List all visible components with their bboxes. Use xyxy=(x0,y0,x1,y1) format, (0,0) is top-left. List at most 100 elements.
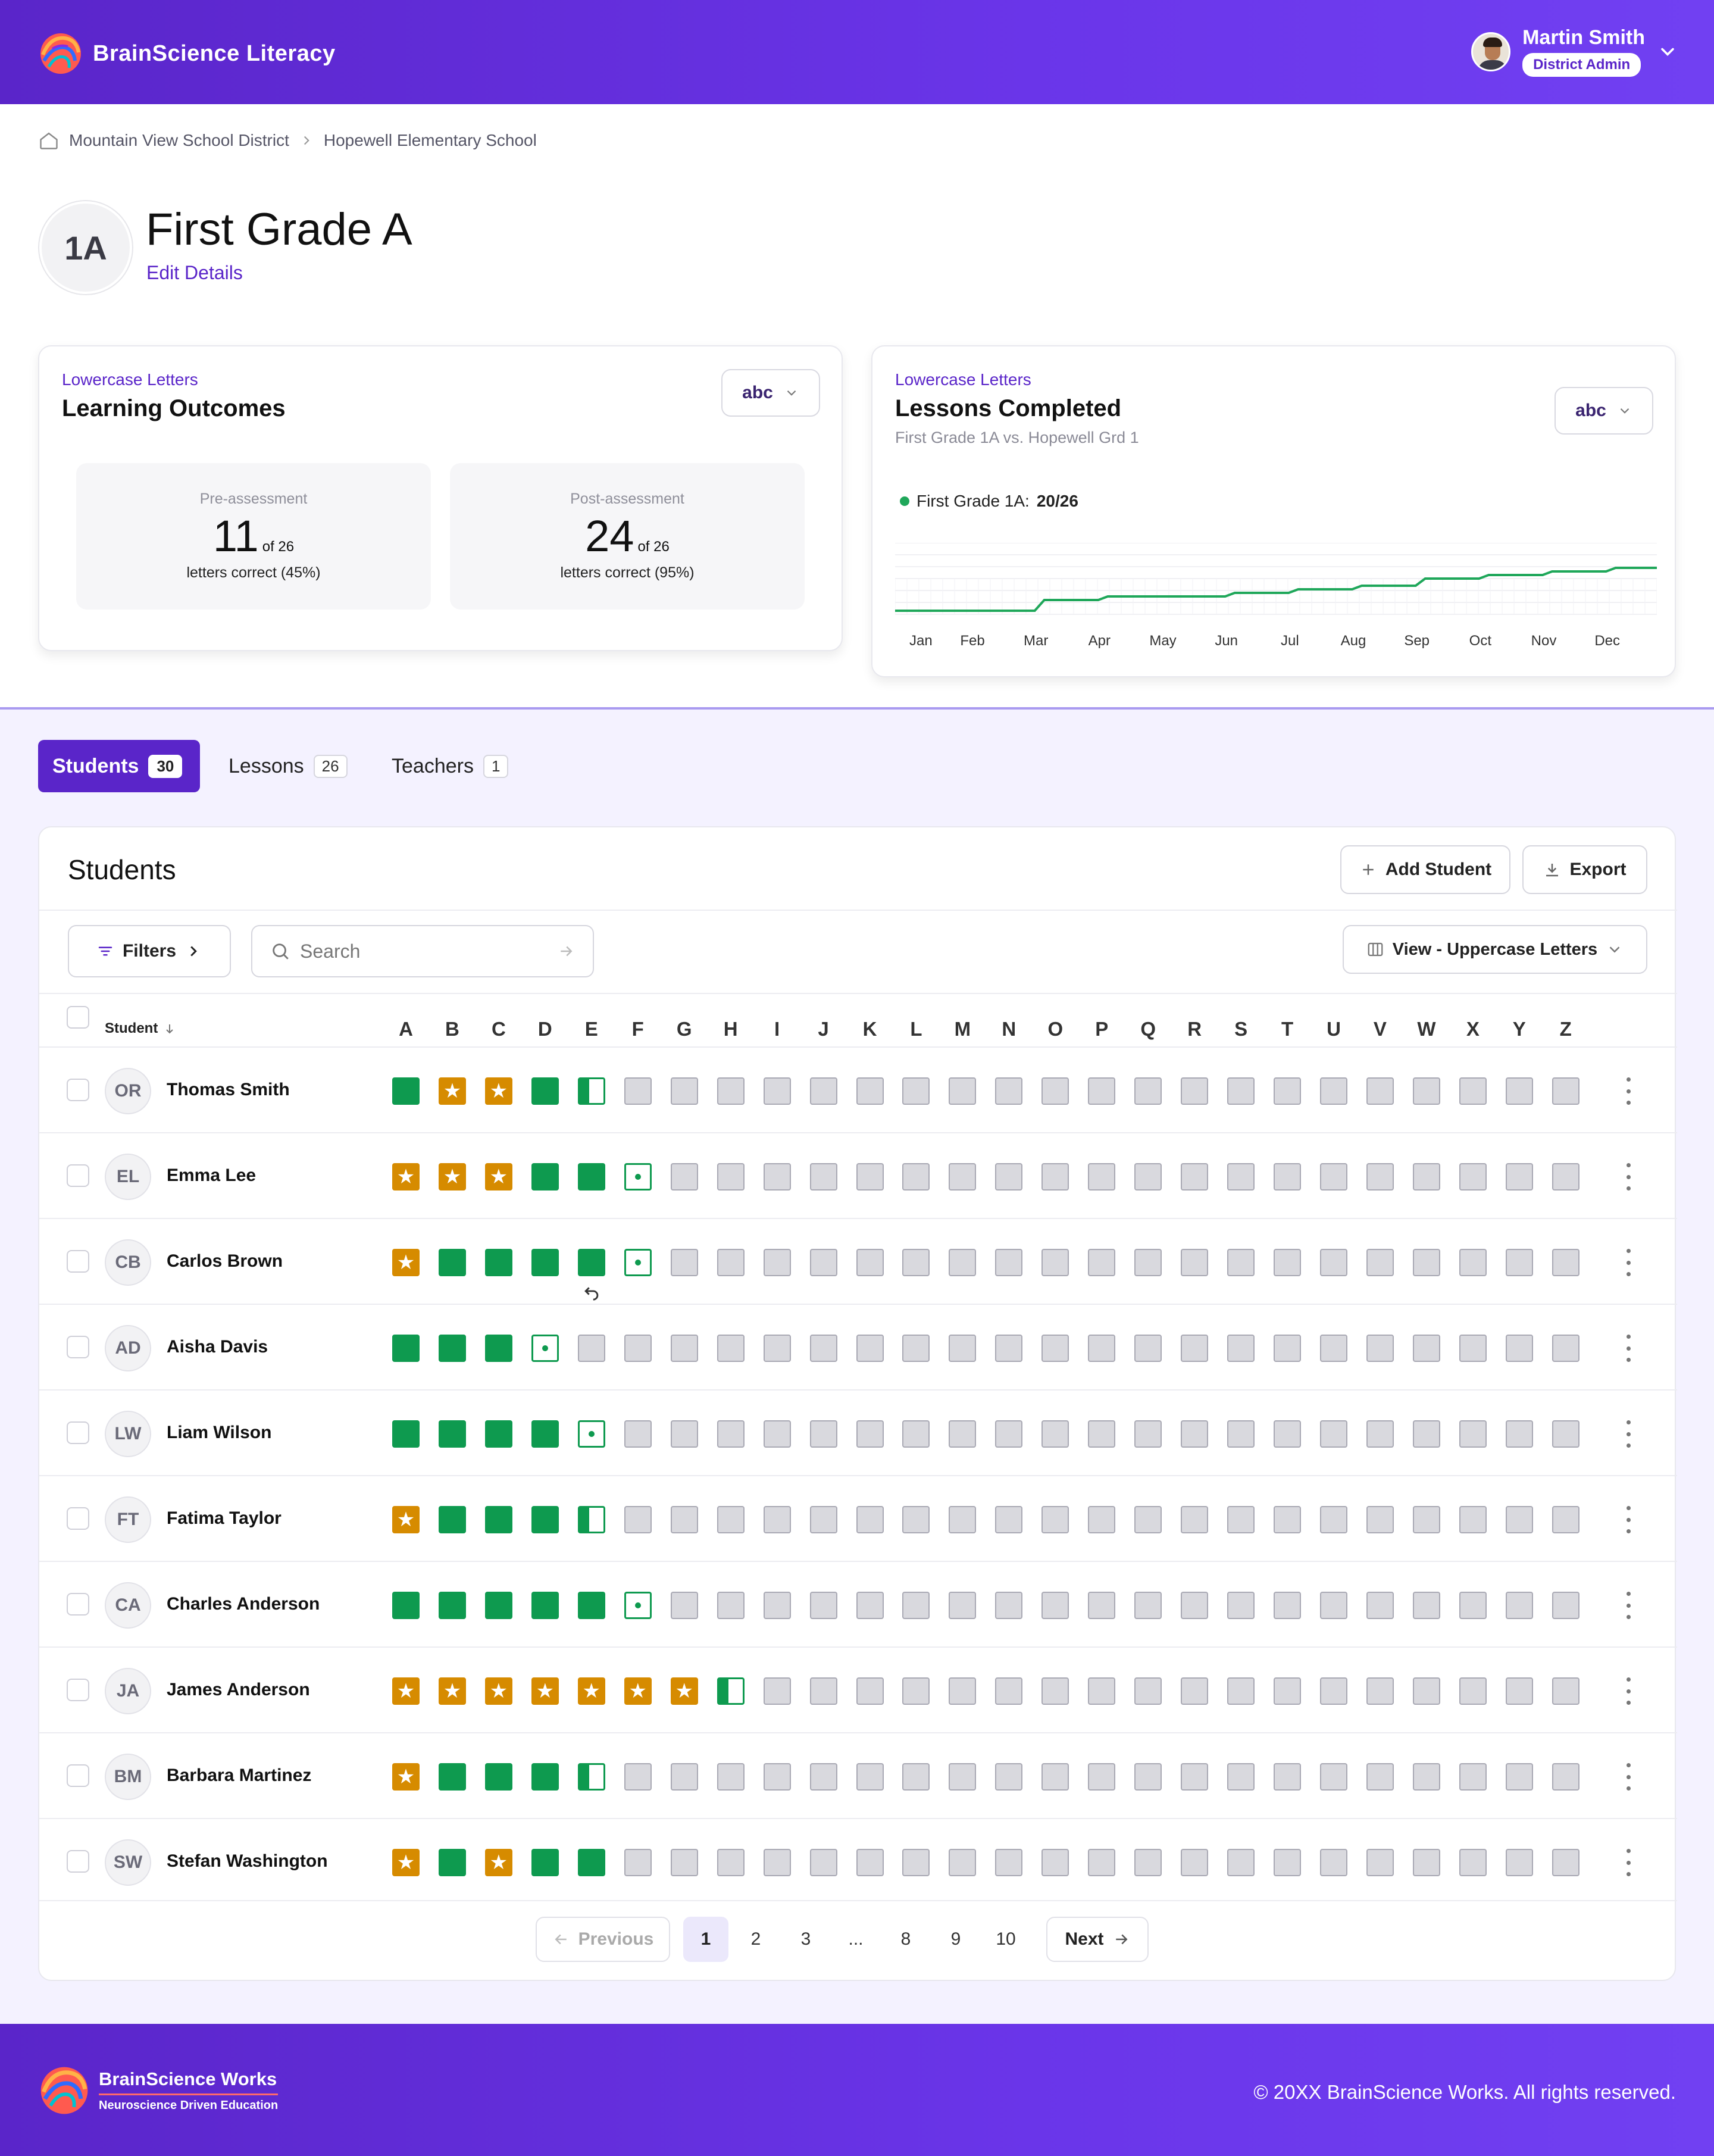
student-name[interactable]: Charles Anderson xyxy=(167,1594,320,1614)
letter-cell-empty[interactable] xyxy=(670,1335,698,1362)
letter-cell-empty[interactable] xyxy=(763,1335,791,1362)
letter-cell-empty[interactable] xyxy=(1366,1420,1394,1448)
letter-cell-empty[interactable] xyxy=(1320,1163,1347,1191)
letter-cell-empty[interactable] xyxy=(670,1077,698,1105)
letter-cell-empty[interactable] xyxy=(717,1506,745,1533)
letter-cell-empty[interactable] xyxy=(809,1077,837,1105)
letter-cell-empty[interactable] xyxy=(1227,1506,1255,1533)
letter-cell-empty[interactable] xyxy=(856,1163,884,1191)
letter-cell-empty[interactable] xyxy=(1366,1163,1394,1191)
letter-cell-done[interactable] xyxy=(438,1849,466,1876)
letter-cell-empty[interactable] xyxy=(1227,1077,1255,1105)
letter-cell-empty[interactable] xyxy=(1552,1249,1579,1276)
letter-cell-half[interactable] xyxy=(577,1077,605,1105)
letter-cell-empty[interactable] xyxy=(1366,1249,1394,1276)
row-checkbox[interactable] xyxy=(67,1850,89,1873)
letter-cell-empty[interactable] xyxy=(1227,1763,1255,1791)
letter-cell-empty[interactable] xyxy=(949,1335,977,1362)
letter-cell-empty[interactable] xyxy=(1134,1077,1162,1105)
home-icon[interactable] xyxy=(38,130,60,151)
letter-cell-empty[interactable] xyxy=(670,1763,698,1791)
letter-cell-star[interactable]: ★ xyxy=(670,1677,698,1705)
letter-cell-empty[interactable] xyxy=(949,1849,977,1876)
letter-cell-done[interactable] xyxy=(577,1592,605,1619)
row-checkbox[interactable] xyxy=(67,1764,89,1787)
letter-cell-empty[interactable] xyxy=(1552,1677,1579,1705)
letter-cell-empty[interactable] xyxy=(1320,1849,1347,1876)
letter-cell-empty[interactable] xyxy=(1181,1335,1209,1362)
letter-cell-star[interactable]: ★ xyxy=(484,1677,512,1705)
letter-cell-empty[interactable] xyxy=(1505,1763,1533,1791)
tab-teachers[interactable]: Teachers 1 xyxy=(377,740,523,792)
letter-cell-empty[interactable] xyxy=(1274,1849,1302,1876)
letter-cell-done[interactable] xyxy=(438,1249,466,1276)
letter-cell-empty[interactable] xyxy=(624,1335,652,1362)
letter-cell-empty[interactable] xyxy=(670,1420,698,1448)
letter-cell-empty[interactable] xyxy=(856,1849,884,1876)
table-row[interactable]: CB Carlos Brown ★ xyxy=(39,1218,1677,1304)
letter-cell-done[interactable] xyxy=(484,1506,512,1533)
letter-cell-empty[interactable] xyxy=(1320,1763,1347,1791)
letter-cell-done[interactable] xyxy=(531,1163,559,1191)
letter-cell-empty[interactable] xyxy=(856,1249,884,1276)
letter-cell-empty[interactable] xyxy=(717,1420,745,1448)
footer-brand[interactable]: BrainScience Works Neuroscience Driven E… xyxy=(38,2064,279,2117)
row-checkbox[interactable] xyxy=(67,1421,89,1444)
letter-cell-empty[interactable] xyxy=(717,1763,745,1791)
letter-cell-empty[interactable] xyxy=(1227,1420,1255,1448)
letter-cell-empty[interactable] xyxy=(1412,1592,1440,1619)
export-button[interactable]: Export xyxy=(1522,845,1647,894)
letter-cell-done[interactable] xyxy=(438,1592,466,1619)
letter-cell-empty[interactable] xyxy=(1041,1249,1069,1276)
letter-cell-empty[interactable] xyxy=(949,1506,977,1533)
letter-cell-empty[interactable] xyxy=(1041,1420,1069,1448)
student-name[interactable]: Carlos Brown xyxy=(167,1251,283,1271)
letter-cell-empty[interactable] xyxy=(902,1249,930,1276)
letter-cell-empty[interactable] xyxy=(949,1249,977,1276)
letter-cell-empty[interactable] xyxy=(856,1420,884,1448)
letter-cell-done[interactable] xyxy=(484,1592,512,1619)
letter-cell-empty[interactable] xyxy=(856,1592,884,1619)
letter-cell-empty[interactable] xyxy=(1088,1849,1116,1876)
letter-cell-empty[interactable] xyxy=(624,1849,652,1876)
letter-cell-empty[interactable] xyxy=(1459,1249,1487,1276)
letter-cell-empty[interactable] xyxy=(856,1763,884,1791)
letter-cell-half[interactable] xyxy=(577,1763,605,1791)
letter-cell-empty[interactable] xyxy=(902,1849,930,1876)
letter-cell-empty[interactable] xyxy=(1505,1335,1533,1362)
letter-cell-empty[interactable] xyxy=(1227,1335,1255,1362)
letter-cell-empty[interactable] xyxy=(1412,1163,1440,1191)
letter-cell-star[interactable]: ★ xyxy=(531,1677,559,1705)
letter-cell-empty[interactable] xyxy=(1274,1163,1302,1191)
breadcrumb-district[interactable]: Mountain View School District xyxy=(69,131,289,149)
letter-cell-empty[interactable] xyxy=(1181,1163,1209,1191)
letter-cell-empty[interactable] xyxy=(1505,1506,1533,1533)
letter-cell-empty[interactable] xyxy=(1274,1592,1302,1619)
letter-cell-empty[interactable] xyxy=(1274,1335,1302,1362)
letter-cell-empty[interactable] xyxy=(949,1592,977,1619)
letter-cell-done[interactable] xyxy=(438,1763,466,1791)
letter-cell-empty[interactable] xyxy=(1041,1163,1069,1191)
letter-cell-empty[interactable] xyxy=(624,1077,652,1105)
letter-cell-star[interactable]: ★ xyxy=(484,1163,512,1191)
letter-cell-empty[interactable] xyxy=(1366,1849,1394,1876)
letter-cell-empty[interactable] xyxy=(1366,1335,1394,1362)
letter-cell-star[interactable]: ★ xyxy=(438,1163,466,1191)
letter-cell-empty[interactable] xyxy=(995,1249,1023,1276)
letter-cell-empty[interactable] xyxy=(1459,1677,1487,1705)
letter-cell-empty[interactable] xyxy=(1412,1335,1440,1362)
table-row[interactable]: OR Thomas Smith ★ ★ xyxy=(39,1046,1677,1132)
letter-cell-empty[interactable] xyxy=(1088,1763,1116,1791)
letter-cell-empty[interactable] xyxy=(1412,1506,1440,1533)
page-1-button[interactable]: 1 xyxy=(683,1917,728,1962)
letter-cell-empty[interactable] xyxy=(856,1506,884,1533)
tab-lessons[interactable]: Lessons 26 xyxy=(214,740,362,792)
letter-cell-empty[interactable] xyxy=(624,1420,652,1448)
student-name[interactable]: Aisha Davis xyxy=(167,1337,268,1357)
letter-cell-empty[interactable] xyxy=(1459,1335,1487,1362)
row-checkbox[interactable] xyxy=(67,1164,89,1187)
letter-cell-empty[interactable] xyxy=(717,1335,745,1362)
student-name[interactable]: Stefan Washington xyxy=(167,1851,328,1871)
letter-cell-empty[interactable] xyxy=(1366,1592,1394,1619)
letter-cell-empty[interactable] xyxy=(1181,1677,1209,1705)
